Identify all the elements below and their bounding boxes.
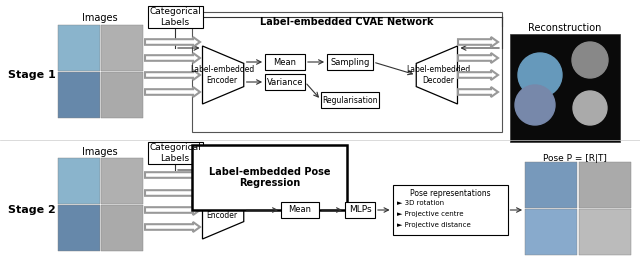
Text: Images: Images [82,13,118,23]
Circle shape [515,85,555,125]
FancyArrow shape [145,53,200,63]
FancyArrow shape [458,37,498,47]
Circle shape [573,91,607,125]
Text: Label-embedded Pose
Regression: Label-embedded Pose Regression [209,167,330,188]
FancyArrow shape [145,70,200,80]
FancyBboxPatch shape [58,25,100,71]
FancyBboxPatch shape [58,72,100,118]
FancyArrow shape [145,188,200,198]
Text: Mean: Mean [273,57,296,67]
Text: Reconstruction: Reconstruction [528,23,602,33]
FancyBboxPatch shape [58,158,100,204]
FancyArrow shape [145,37,200,47]
FancyBboxPatch shape [147,6,202,28]
FancyBboxPatch shape [525,209,577,255]
FancyBboxPatch shape [392,185,508,235]
FancyBboxPatch shape [101,205,143,251]
Text: Categorical
Labels: Categorical Labels [149,143,201,163]
Text: Stage 2: Stage 2 [8,205,56,215]
FancyArrow shape [145,222,200,232]
FancyBboxPatch shape [281,202,319,218]
FancyArrow shape [145,205,200,215]
Text: Categorical
Labels: Categorical Labels [149,7,201,27]
Text: Mean: Mean [289,206,312,214]
Text: Pose P = [R|T]: Pose P = [R|T] [543,153,607,162]
FancyArrow shape [145,170,200,180]
Text: Regularisation: Regularisation [323,95,378,104]
FancyBboxPatch shape [321,92,379,108]
FancyBboxPatch shape [101,25,143,71]
FancyArrow shape [145,87,200,97]
Text: ► 3D rotation: ► 3D rotation [397,200,444,206]
Circle shape [572,42,608,78]
Text: Sampling: Sampling [330,57,370,67]
FancyArrow shape [458,53,498,63]
FancyArrow shape [458,87,498,97]
Text: MLPs: MLPs [349,206,371,214]
Text: Label-embedded
Decoder: Label-embedded Decoder [406,65,470,85]
FancyBboxPatch shape [579,209,631,255]
FancyBboxPatch shape [345,202,375,218]
FancyArrow shape [458,70,498,80]
FancyBboxPatch shape [101,72,143,118]
FancyBboxPatch shape [265,54,305,70]
Text: Pose representations: Pose representations [410,188,490,197]
FancyBboxPatch shape [510,34,620,142]
FancyBboxPatch shape [58,205,100,251]
Text: Label-embedded CVAE Network: Label-embedded CVAE Network [260,17,434,27]
Text: Stage 1: Stage 1 [8,70,56,80]
FancyBboxPatch shape [327,54,373,70]
FancyBboxPatch shape [579,162,631,208]
FancyBboxPatch shape [101,158,143,204]
Text: Label-embedded
Encoder: Label-embedded Encoder [190,200,254,220]
Text: Variance: Variance [267,78,303,87]
Text: Label-embedded
Encoder: Label-embedded Encoder [190,65,254,85]
FancyBboxPatch shape [147,142,202,164]
FancyBboxPatch shape [265,74,305,90]
Circle shape [518,53,562,97]
Text: Images: Images [82,147,118,157]
Text: ► Projective centre: ► Projective centre [397,211,463,217]
FancyBboxPatch shape [192,145,347,210]
FancyBboxPatch shape [525,162,577,208]
Text: ► Projective distance: ► Projective distance [397,222,470,228]
